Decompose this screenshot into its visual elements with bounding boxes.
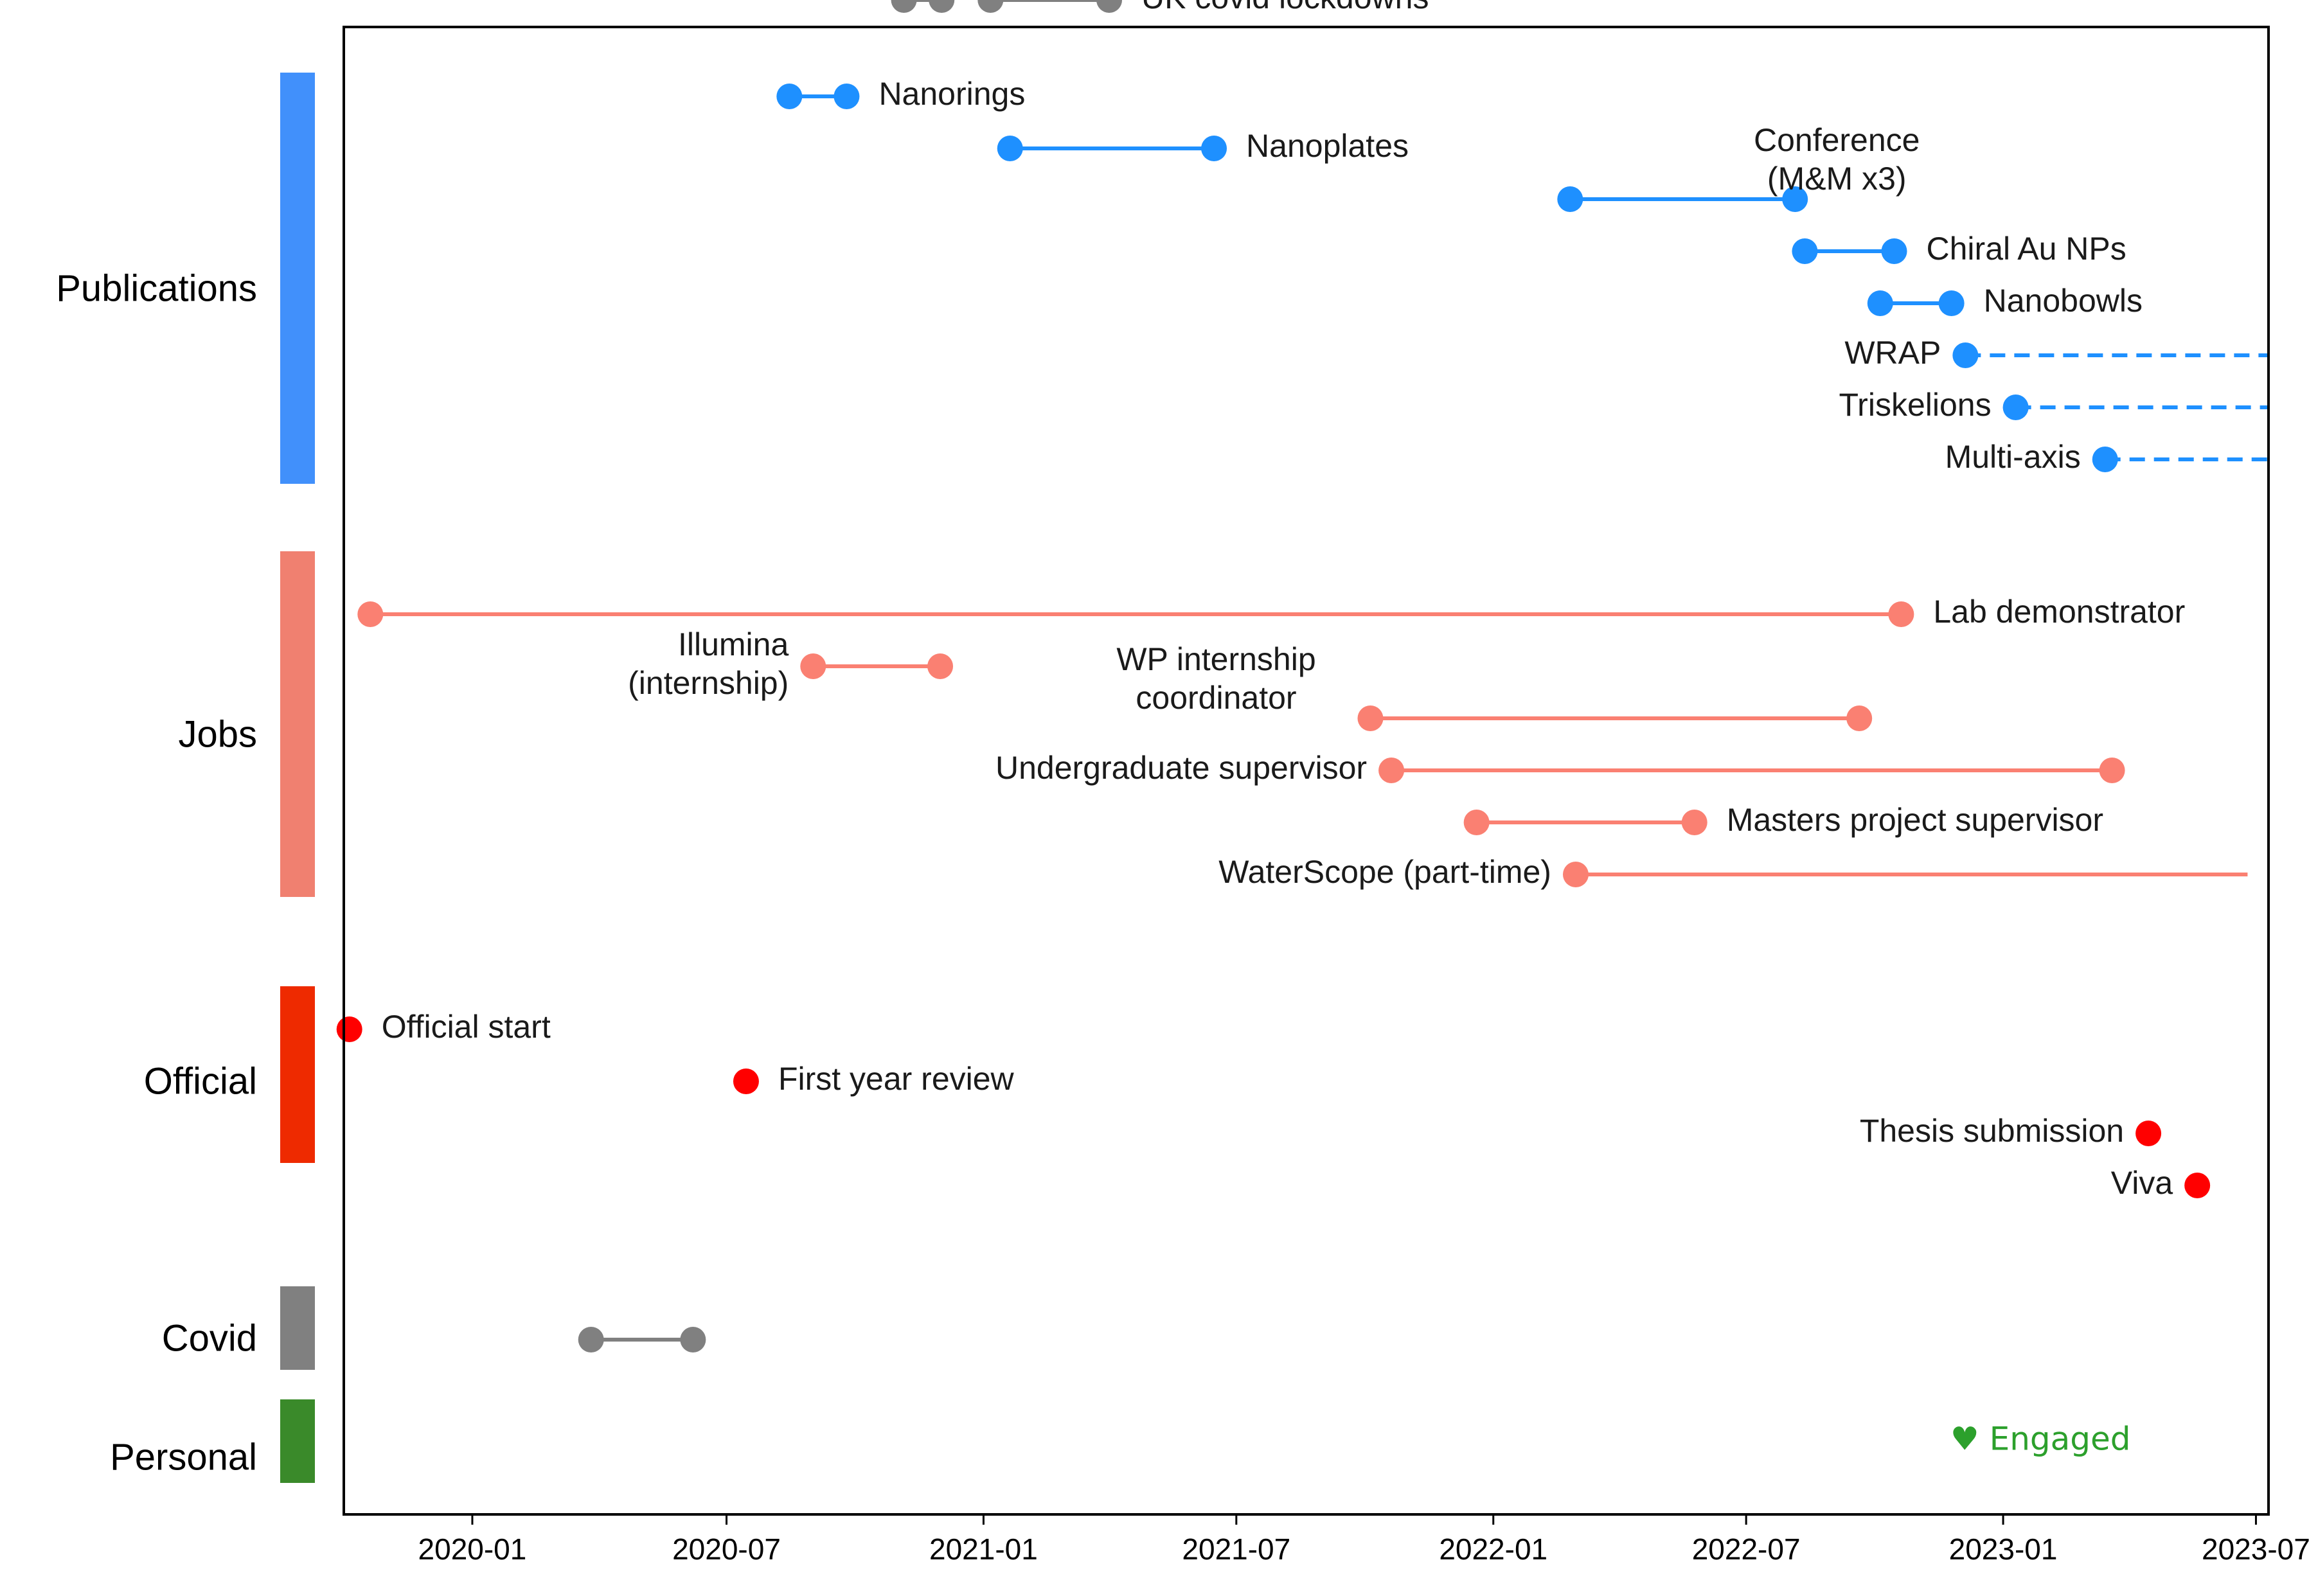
event-start-marker xyxy=(1952,342,1979,368)
event-triskelions: Triskelions xyxy=(1839,387,2269,423)
event-end-marker xyxy=(1881,238,1907,264)
event-label: Undergraduate supervisor xyxy=(995,750,1367,786)
event-start-marker xyxy=(1867,290,1893,316)
event-illumina-internship: Illumina (internship) xyxy=(628,626,954,701)
event-end-marker xyxy=(1846,705,1873,731)
event-label: WaterScope (part-time) xyxy=(1218,854,1551,890)
event-label: Official start xyxy=(382,1009,551,1045)
event-uk-covid-lockdowns: UK covid lockdowns xyxy=(977,0,1429,15)
event-start-marker xyxy=(336,1016,362,1042)
event-start-marker xyxy=(977,0,1004,13)
event-end-marker xyxy=(1888,601,1914,627)
event-start-marker xyxy=(1463,810,1490,835)
event-viva: Viva xyxy=(2111,1165,2211,1201)
event-label: Thesis submission xyxy=(1860,1113,2124,1149)
event-start-marker xyxy=(578,1327,604,1352)
x-tick-label: 2021-07 xyxy=(1182,1532,1290,1566)
category-bar-publications xyxy=(280,73,315,484)
event-start-marker xyxy=(2002,395,2029,420)
event-start-marker xyxy=(891,0,917,13)
event-label: Nanoplates xyxy=(1246,128,1409,164)
event-undergraduate-supervisor: Undergraduate supervisor xyxy=(995,750,2125,786)
event-label: First year review xyxy=(778,1061,1015,1097)
x-tick-label: 2020-01 xyxy=(418,1532,527,1566)
category-bar-official xyxy=(280,986,315,1163)
event-label: Chiral Au NPs xyxy=(1927,231,2126,267)
event-thesis-submission: Thesis submission xyxy=(1860,1113,2162,1149)
event-start-marker xyxy=(2092,447,2118,472)
event-masters-project-supervisor: Masters project supervisor xyxy=(1463,802,2103,838)
event-first-year-review: First year review xyxy=(733,1061,1015,1097)
category-label-personal: Personal xyxy=(110,1436,257,1478)
event-end-marker xyxy=(1096,0,1123,13)
x-tick-label: 2023-01 xyxy=(1949,1532,2058,1566)
event-end-marker xyxy=(927,653,954,679)
x-tick-label: 2020-07 xyxy=(672,1532,781,1566)
event-end-marker xyxy=(1938,290,1965,316)
category-labels: Publications Jobs Official Covid Personal xyxy=(56,267,257,1478)
event-label: WRAP xyxy=(1844,335,1941,371)
event-start-marker xyxy=(733,1068,759,1094)
event-waterscope-part-time: WaterScope (part-time) xyxy=(1218,854,2248,890)
x-tick-label: 2023-07 xyxy=(2202,1532,2309,1566)
event-conference-m-m-x3: Conference (M&M x3) xyxy=(1557,122,1920,212)
event-label: Masters project supervisor xyxy=(1727,802,2103,838)
annotation-engaged: ♥ Engaged xyxy=(1950,1421,2131,1458)
plot-frame xyxy=(343,26,2270,1516)
event-start-marker xyxy=(1792,238,1818,264)
event-multi-axis: Multi-axis xyxy=(1945,439,2269,475)
x-axis: 2020-01 2020-07 2021-01 2021-07 2022-01 2022-… xyxy=(418,1514,2309,1566)
event-end-marker xyxy=(929,0,955,13)
event-marks: Nanorings Nanoplates Conference (M&M x3)Chi… xyxy=(336,0,2269,1458)
event-start-marker xyxy=(776,84,803,109)
event-label: UK covid lockdowns xyxy=(1141,0,1429,15)
event-start-marker xyxy=(997,136,1023,161)
event-start-marker xyxy=(1378,758,1405,783)
event-start-marker xyxy=(1357,705,1384,731)
event-label: Triskelions xyxy=(1839,387,1992,423)
event-label: WP internship coordinator xyxy=(1116,641,1315,716)
category-label-official: Official xyxy=(144,1060,257,1102)
event-label: Illumina (internship) xyxy=(628,626,789,701)
event-official-start: Official start xyxy=(336,1009,551,1045)
event-label: Nanobowls xyxy=(1984,283,2143,319)
x-tick-label: 2021-01 xyxy=(929,1532,1038,1566)
category-bars xyxy=(280,73,315,1483)
event-label: Conference (M&M x3) xyxy=(1754,122,1920,197)
category-bar-covid xyxy=(280,1286,315,1370)
event-nanorings: Nanorings xyxy=(776,76,1025,112)
category-bar-personal xyxy=(280,1399,315,1483)
event-nanoplates: Nanoplates xyxy=(997,128,1409,164)
event-end-marker xyxy=(680,1327,706,1352)
event-chiral-au-nps: Chiral Au NPs xyxy=(1792,231,2126,267)
category-bar-jobs xyxy=(280,551,315,897)
event-nanobowls: Nanobowls xyxy=(1867,283,2143,319)
event-covid-2 xyxy=(891,0,955,13)
x-tick-label: 2022-07 xyxy=(1692,1532,1801,1566)
event-start-marker xyxy=(2135,1121,2162,1146)
event-start-marker xyxy=(357,601,384,627)
event-wp-internship-coordinator: WP internship coordinator xyxy=(1116,641,1873,731)
event-end-marker xyxy=(1201,136,1227,161)
event-label: Multi-axis xyxy=(1945,439,2081,475)
event-start-marker xyxy=(1557,186,1583,212)
event-label: Lab demonstrator xyxy=(1933,594,2185,630)
event-label: Viva xyxy=(2111,1165,2173,1201)
event-end-marker xyxy=(2099,758,2125,783)
event-end-marker xyxy=(1782,186,1808,212)
event-label: Nanorings xyxy=(878,76,1025,112)
event-end-marker xyxy=(834,84,860,109)
event-start-marker xyxy=(800,653,826,679)
event-lab-demonstrator: Lab demonstrator xyxy=(357,594,2185,630)
category-label-jobs: Jobs xyxy=(178,713,257,755)
x-tick-label: 2022-01 xyxy=(1439,1532,1547,1566)
event-start-marker xyxy=(2184,1173,2211,1198)
event-wrap: WRAP xyxy=(1844,335,2269,371)
event-start-marker xyxy=(1562,862,1589,887)
category-label-covid: Covid xyxy=(162,1317,257,1359)
event-covid-1 xyxy=(578,1327,706,1352)
category-label-publications: Publications xyxy=(56,267,257,309)
event-end-marker xyxy=(1681,810,1707,835)
